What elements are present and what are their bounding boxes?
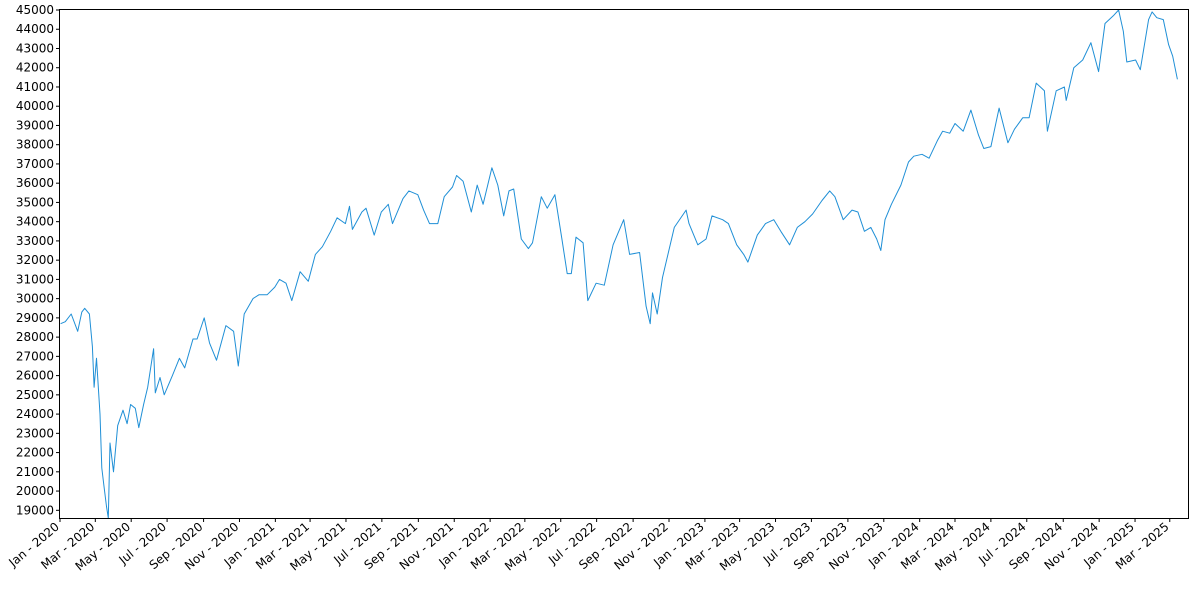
y-tick-label: 44000 xyxy=(16,22,54,36)
plot-frame xyxy=(59,9,1189,519)
y-tick-label: 33000 xyxy=(16,234,54,248)
y-tick-label: 24000 xyxy=(16,407,54,421)
y-tick-label: 23000 xyxy=(16,426,54,440)
y-tick-label: 25000 xyxy=(16,388,54,402)
y-tick-label: 36000 xyxy=(16,176,54,190)
y-tick-label: 34000 xyxy=(16,215,54,229)
y-tick-label: 45000 xyxy=(16,3,54,17)
y-tick-label: 20000 xyxy=(16,484,54,498)
y-tick-label: 27000 xyxy=(16,349,54,363)
y-tick-label: 21000 xyxy=(16,465,54,479)
y-tick-label: 22000 xyxy=(16,446,54,460)
y-tick-label: 43000 xyxy=(16,41,54,55)
y-tick-label: 37000 xyxy=(16,157,54,171)
y-tick-label: 39000 xyxy=(16,118,54,132)
y-tick-label: 38000 xyxy=(16,138,54,152)
y-tick-label: 28000 xyxy=(16,330,54,344)
y-tick-label: 31000 xyxy=(16,272,54,286)
y-axis: 19000 20000 21000 22000 23000 24000 25000 26000… xyxy=(16,3,60,517)
y-tick-label: 42000 xyxy=(16,61,54,75)
y-tick-label: 30000 xyxy=(16,292,54,306)
y-tick-label: 19000 xyxy=(16,503,54,517)
y-tick-label: 32000 xyxy=(16,253,54,267)
series-line xyxy=(60,9,1178,519)
y-tick-label: 29000 xyxy=(16,311,54,325)
y-tick-label: 40000 xyxy=(16,99,54,113)
y-tick-label: 35000 xyxy=(16,195,54,209)
y-tick-label: 26000 xyxy=(16,369,54,383)
y-tick-label: 41000 xyxy=(16,80,54,94)
